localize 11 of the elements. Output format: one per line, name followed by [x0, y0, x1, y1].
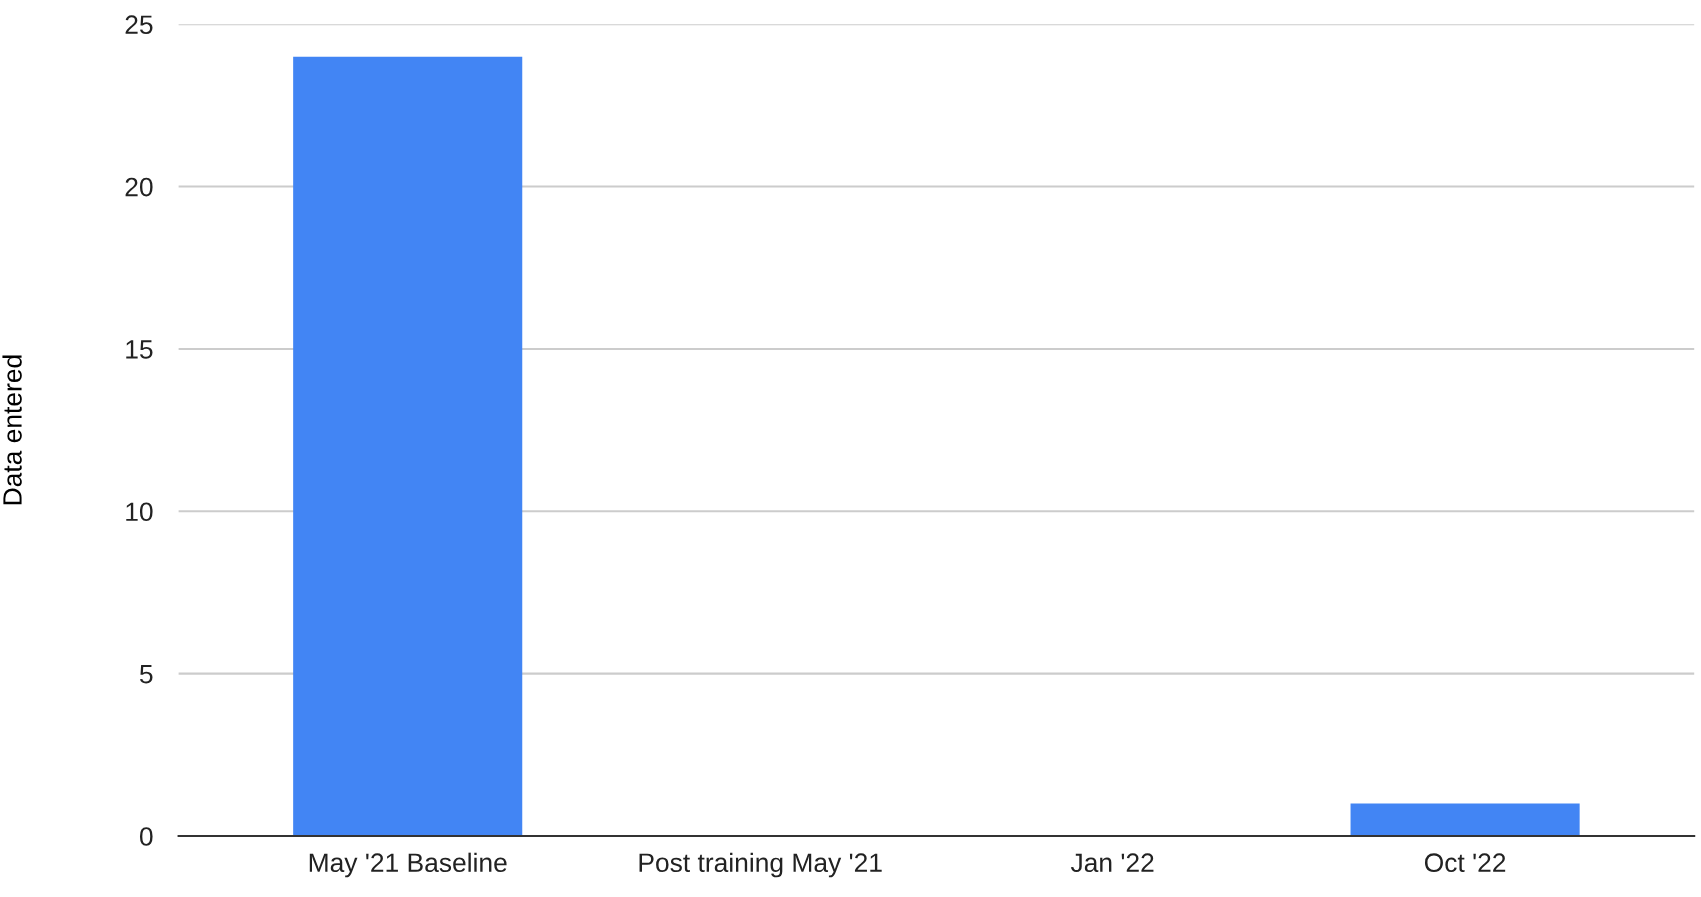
- x-tick-label: Oct '22: [1424, 853, 1506, 873]
- y-axis-title: Data entered: [2, 355, 22, 505]
- y-tick-label: 0: [139, 827, 153, 846]
- x-tick-label: Jan '22: [1070, 853, 1154, 873]
- x-tick-label: Post training May '21: [639, 852, 882, 878]
- y-tick-label: 20: [125, 177, 153, 197]
- y-tick-label: 25: [125, 15, 153, 35]
- y-tick-label: 5: [139, 665, 153, 684]
- y-tick-label: 10: [126, 502, 153, 522]
- x-tick-label: May '21 Baseline: [309, 852, 507, 878]
- y-tick-label: 15: [126, 340, 153, 359]
